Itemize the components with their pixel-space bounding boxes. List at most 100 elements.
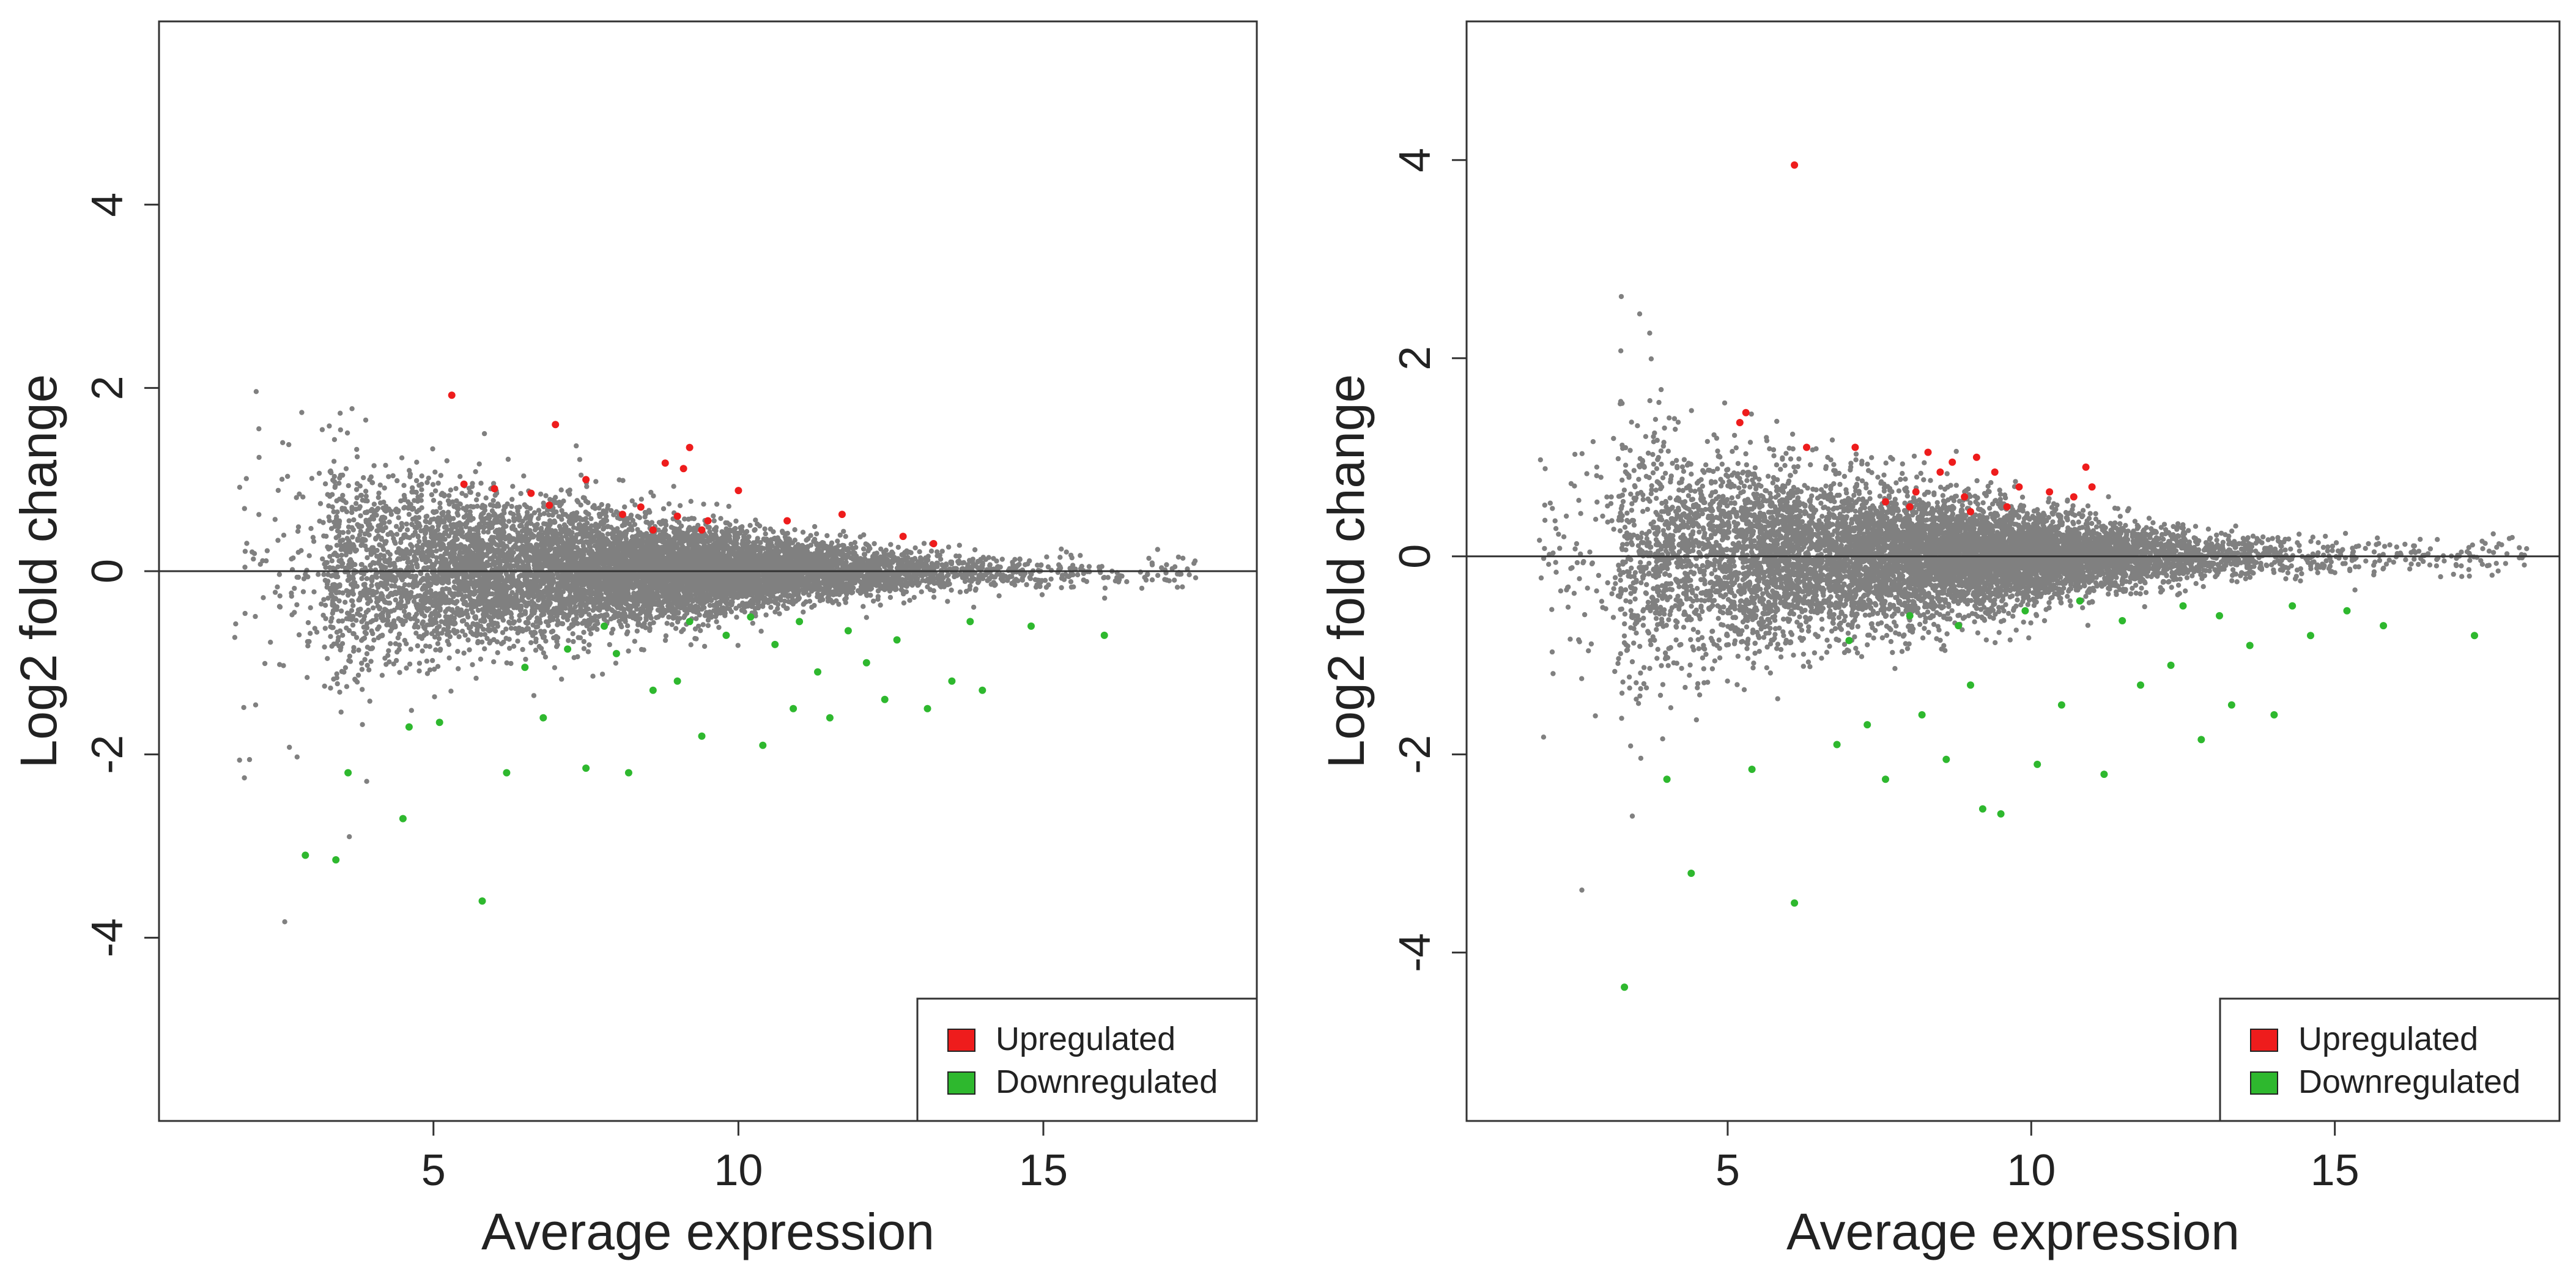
background-point xyxy=(410,485,415,490)
background-point xyxy=(1086,564,1092,569)
background-point xyxy=(402,604,408,610)
background-point xyxy=(949,587,954,593)
background-point xyxy=(424,479,430,486)
background-point xyxy=(368,659,374,664)
background-point xyxy=(359,575,365,582)
background-point xyxy=(1193,575,1199,580)
background-point xyxy=(316,470,322,476)
background-point xyxy=(362,531,368,537)
background-point xyxy=(362,657,368,662)
background-point xyxy=(344,625,349,631)
background-point xyxy=(523,656,528,662)
background-point xyxy=(277,604,283,610)
background-point xyxy=(366,667,372,673)
background-point xyxy=(1155,572,1161,579)
background-point xyxy=(447,634,453,640)
background-point xyxy=(738,525,743,531)
background-point xyxy=(353,501,359,506)
background-point xyxy=(389,561,394,566)
background-point xyxy=(553,644,560,649)
background-point xyxy=(711,513,716,519)
background-point xyxy=(251,551,257,556)
background-point xyxy=(516,618,522,623)
background-point xyxy=(599,501,604,508)
background-point xyxy=(555,618,561,624)
background-point xyxy=(330,504,335,510)
background-point xyxy=(433,647,439,653)
background-point xyxy=(629,498,635,504)
background-point xyxy=(688,498,694,504)
background-point xyxy=(409,708,414,713)
background-point xyxy=(363,489,369,494)
background-point xyxy=(666,614,672,620)
background-point xyxy=(635,622,641,627)
background-point xyxy=(376,624,382,630)
background-point xyxy=(237,484,243,490)
background-point xyxy=(473,497,479,503)
background-point xyxy=(946,544,952,550)
background-point xyxy=(888,542,894,547)
background-point xyxy=(324,533,329,539)
background-point xyxy=(934,549,940,555)
background-point xyxy=(506,519,512,524)
background-point xyxy=(999,556,1005,562)
background-point xyxy=(475,492,481,497)
background-point xyxy=(801,609,806,615)
background-point xyxy=(299,410,305,415)
background-point xyxy=(386,474,391,479)
background-point xyxy=(571,638,576,645)
background-point xyxy=(1046,582,1051,588)
background-point xyxy=(401,608,407,614)
background-point xyxy=(651,493,656,499)
background-point xyxy=(638,497,645,502)
background-point xyxy=(628,514,634,519)
background-point xyxy=(253,702,259,708)
background-point xyxy=(327,423,332,429)
background-point xyxy=(478,656,484,662)
background-point xyxy=(277,593,283,599)
background-point xyxy=(537,589,543,595)
background-point xyxy=(382,607,388,612)
background-point xyxy=(824,533,830,539)
background-point xyxy=(726,503,731,509)
background-point xyxy=(453,486,459,492)
background-point xyxy=(537,555,542,561)
background-point xyxy=(358,492,365,498)
background-point xyxy=(813,531,820,537)
background-point xyxy=(907,597,912,603)
background-point xyxy=(459,629,465,634)
background-point xyxy=(508,660,514,667)
background-point xyxy=(691,516,697,522)
background-point xyxy=(1057,555,1063,560)
background-point xyxy=(399,455,405,460)
background-point xyxy=(558,487,564,493)
background-point xyxy=(967,578,972,583)
background-point xyxy=(328,545,333,550)
background-point xyxy=(462,632,468,638)
background-point xyxy=(541,650,546,656)
background-point xyxy=(521,473,527,479)
background-point xyxy=(295,550,301,555)
background-point xyxy=(446,629,452,635)
background-point xyxy=(308,526,314,531)
background-point xyxy=(957,542,963,548)
background-point xyxy=(360,722,365,728)
background-point xyxy=(361,475,366,481)
background-point xyxy=(587,642,592,648)
background-point xyxy=(453,630,458,636)
background-point xyxy=(624,623,631,629)
background-point xyxy=(857,534,863,540)
background-point xyxy=(957,589,963,595)
background-point xyxy=(339,641,346,646)
background-point xyxy=(388,641,393,646)
background-point xyxy=(328,686,333,691)
background-point xyxy=(564,617,571,623)
background-point xyxy=(322,602,328,608)
background-point xyxy=(484,635,490,642)
background-point xyxy=(782,598,788,604)
background-point xyxy=(253,389,259,394)
background-point xyxy=(387,552,393,557)
background-point xyxy=(519,626,525,632)
background-point xyxy=(369,583,374,588)
background-point xyxy=(342,599,348,605)
